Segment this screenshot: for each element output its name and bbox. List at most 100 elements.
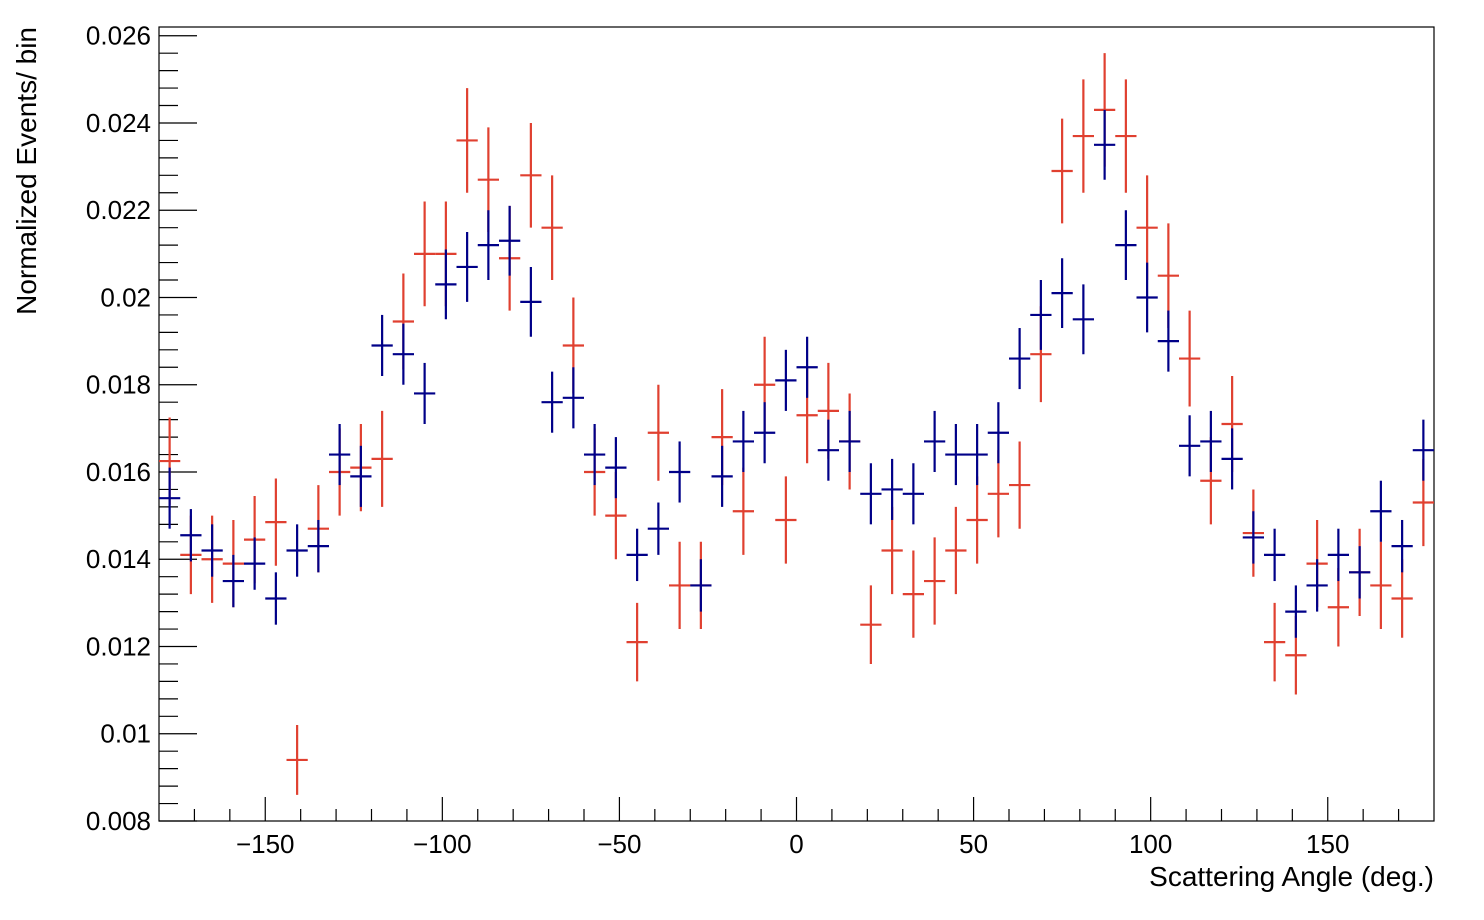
data-point <box>1009 441 1031 529</box>
data-point <box>371 314 393 377</box>
data-point <box>180 509 202 562</box>
y-tick-label: 0.022 <box>86 195 151 225</box>
data-point <box>1370 480 1392 542</box>
data-point <box>924 537 946 625</box>
data-point <box>1094 109 1116 180</box>
x-tick-label: 150 <box>1306 829 1349 859</box>
data-point <box>1072 284 1094 355</box>
data-point <box>1030 280 1052 350</box>
data-point <box>860 463 882 525</box>
x-tick-label: 100 <box>1129 829 1172 859</box>
data-point <box>945 506 967 595</box>
data-point <box>605 437 627 499</box>
data-point <box>966 476 988 564</box>
data-point <box>244 537 266 590</box>
y-tick-label: 0.014 <box>86 544 151 574</box>
data-point <box>520 266 542 337</box>
data-point <box>1009 328 1031 390</box>
x-tick-label: 50 <box>959 829 988 859</box>
data-point <box>1221 428 1243 490</box>
data-point <box>499 205 521 276</box>
data-point <box>1285 585 1307 638</box>
data-point <box>541 175 563 281</box>
x-axis-title: Scattering Angle (deg.) <box>1149 861 1434 892</box>
data-point <box>1157 310 1179 372</box>
data-point <box>626 528 648 582</box>
data-point <box>1200 410 1222 472</box>
data-point <box>1115 79 1137 193</box>
data-point <box>1051 118 1073 224</box>
data-point <box>307 519 329 573</box>
data-point <box>881 458 903 520</box>
y-tick-label: 0.01 <box>100 719 151 749</box>
x-axis-ticks: −150 −100 −50 0 50 100 150 <box>193 797 1400 859</box>
data-point <box>1136 262 1158 333</box>
data-point <box>775 476 797 564</box>
x-tick-label: −100 <box>413 829 472 859</box>
data-point <box>1391 519 1413 573</box>
y-tick-label: 0.008 <box>86 806 151 836</box>
data-point <box>732 467 754 555</box>
data-point <box>562 367 584 429</box>
data-point <box>732 410 754 472</box>
data-point <box>626 602 648 682</box>
data-point <box>860 585 882 664</box>
y-axis-title: Normalized Events/ bin <box>11 27 42 315</box>
y-axis-ticks: 0.008 0.01 0.012 0.014 0.016 0.018 0.02 0.022 0.… <box>86 21 197 836</box>
data-point <box>1264 602 1286 682</box>
data-point <box>987 402 1009 464</box>
data-point <box>1370 541 1392 630</box>
data-point <box>350 445 372 507</box>
data-point <box>477 210 499 281</box>
data-point <box>1136 175 1158 281</box>
x-tick-label: 0 <box>789 829 803 859</box>
data-point <box>1115 210 1137 281</box>
y-tick-label: 0.012 <box>86 631 151 661</box>
data-point <box>414 201 436 307</box>
data-point <box>924 410 946 472</box>
data-point <box>754 402 776 464</box>
data-series <box>159 53 1434 795</box>
y-tick-label: 0.018 <box>86 370 151 400</box>
data-point <box>817 419 839 481</box>
data-point <box>371 410 393 507</box>
data-point <box>711 445 733 507</box>
data-point <box>329 424 351 486</box>
data-point <box>1242 511 1264 564</box>
data-point <box>286 725 308 795</box>
data-point <box>265 572 287 625</box>
data-point <box>966 424 988 486</box>
data-point <box>669 541 691 630</box>
y-tick-label: 0.016 <box>86 457 151 487</box>
data-point <box>286 524 308 577</box>
data-point <box>1327 528 1349 582</box>
data-point <box>1412 419 1434 481</box>
data-point <box>669 441 691 503</box>
data-point <box>881 506 903 595</box>
data-point <box>435 249 457 320</box>
data-point <box>265 478 287 566</box>
data-point <box>456 88 478 193</box>
data-point <box>201 524 223 577</box>
data-point <box>159 467 181 529</box>
data-point <box>1349 546 1371 599</box>
data-point <box>987 450 1009 538</box>
y-tick-label: 0.02 <box>100 282 151 312</box>
data-point <box>456 232 478 302</box>
series-2 <box>159 109 1434 638</box>
data-point <box>775 349 797 411</box>
data-point <box>1051 258 1073 329</box>
data-point <box>1179 310 1201 407</box>
y-tick-label: 0.026 <box>86 21 151 51</box>
data-point <box>945 424 967 486</box>
data-point <box>839 410 861 472</box>
data-point <box>584 424 606 486</box>
data-point <box>796 336 818 398</box>
data-point <box>1264 528 1286 582</box>
data-point <box>902 550 924 638</box>
x-tick-label: −150 <box>236 829 295 859</box>
data-point <box>1179 415 1201 477</box>
data-point <box>414 362 436 424</box>
